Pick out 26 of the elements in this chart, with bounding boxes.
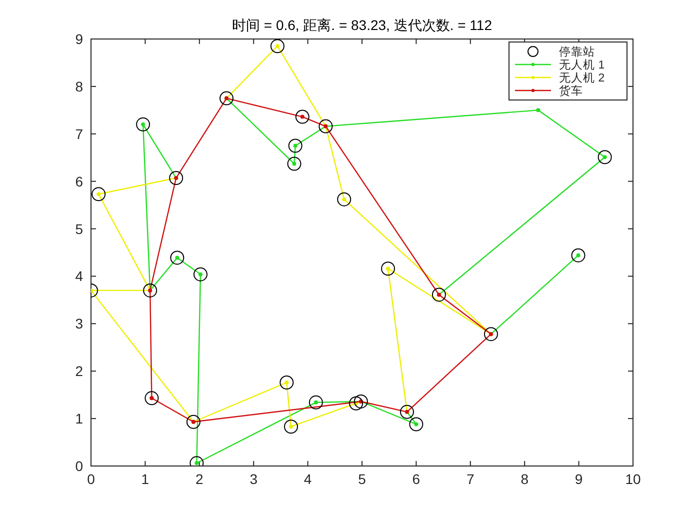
x-tick-label: 2: [196, 471, 204, 487]
y-tick-label: 1: [75, 410, 84, 427]
legend-label: 无人机 1: [559, 58, 605, 72]
y-tick-label: 0: [75, 458, 84, 474]
y-tick-label: 5: [75, 220, 84, 237]
x-tick-label: 3: [250, 471, 258, 487]
y-tick-label: 8: [75, 78, 84, 94]
x-tick-label: 10: [625, 471, 641, 487]
y-tick-label: 4: [75, 268, 84, 284]
y-tick-label: 6: [75, 173, 84, 190]
x-tick-label: 9: [574, 471, 583, 487]
x-tick-label: 8: [520, 471, 529, 487]
x-tick-label: 4: [304, 471, 312, 487]
legend-label: 无人机 2: [559, 72, 605, 84]
chart-title: 时间 = 0.6, 距离. = 83.23, 迭代次数. = 112: [232, 17, 492, 33]
x-tick-label: 7: [466, 471, 474, 487]
legend-label: 停靠站: [559, 46, 595, 58]
x-tick-label: 5: [358, 471, 366, 487]
x-tick-label: 1: [141, 471, 150, 487]
y-tick-label: 9: [75, 31, 84, 47]
y-tick-label: 3: [75, 316, 84, 332]
x-tick-label: 0: [87, 471, 96, 487]
legend-label: 货车: [559, 84, 583, 98]
y-tick-label: 2: [75, 363, 84, 380]
y-tick-label: 7: [75, 126, 84, 142]
x-tick-label: 6: [412, 471, 420, 487]
